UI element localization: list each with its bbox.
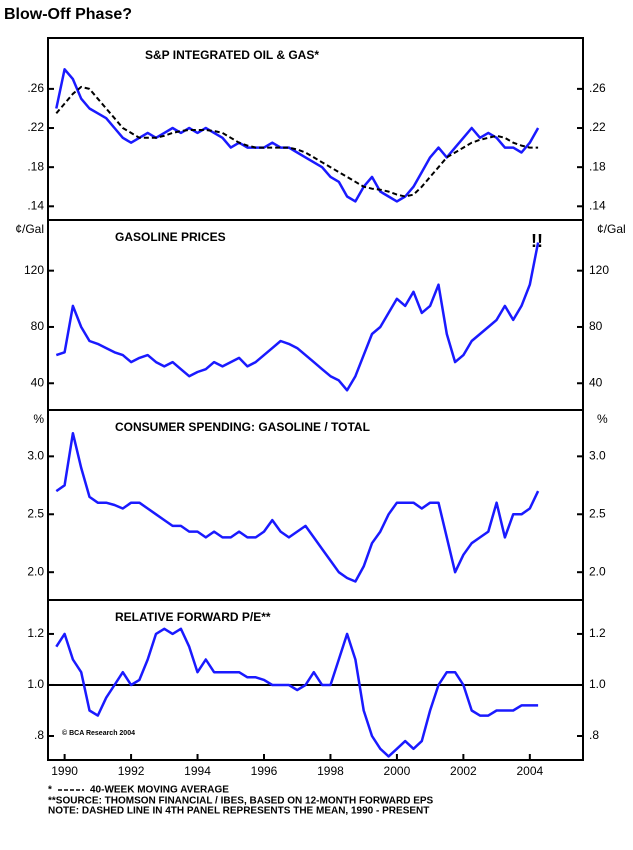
y-tick-label-right: .22 — [589, 120, 606, 134]
unit-label-right: % — [597, 412, 608, 426]
panel-title: RELATIVE FORWARD P/E** — [115, 610, 271, 624]
y-tick-label-right: 80 — [589, 319, 603, 333]
series-line — [55, 242, 540, 392]
series-line — [55, 431, 540, 583]
y-tick-label-right: 120 — [589, 263, 609, 277]
y-tick-label-right: 2.5 — [589, 506, 606, 520]
y-tick-label-right: .18 — [589, 159, 606, 173]
legend-label: 40-WEEK MOVING AVERAGE — [90, 785, 229, 796]
y-tick-label: 1.0 — [27, 677, 44, 691]
y-tick-label: 40 — [31, 375, 45, 389]
y-tick-label: 80 — [31, 319, 45, 333]
series-line — [55, 627, 539, 758]
x-tick-label: 2002 — [450, 764, 477, 778]
panel-frame — [47, 599, 584, 761]
y-tick-label: .22 — [27, 120, 44, 134]
y-tick-label: .8 — [34, 728, 44, 742]
footnote: **SOURCE: THOMSON FINANCIAL / IBES, BASE… — [48, 796, 434, 807]
x-tick-label: 2000 — [384, 764, 411, 778]
panel-title: S&P INTEGRATED OIL & GAS* — [145, 48, 319, 62]
x-tick-label: 1990 — [51, 764, 78, 778]
page-title: Blow-Off Phase? — [4, 6, 132, 23]
unit-label: % — [33, 412, 44, 426]
panel-title: GASOLINE PRICES — [115, 230, 226, 244]
y-tick-label: .18 — [27, 159, 44, 173]
y-tick-label: 1.2 — [27, 626, 44, 640]
y-tick-label-right: .26 — [589, 81, 606, 95]
unit-label: ¢/Gal — [15, 222, 44, 236]
unit-label-right: ¢/Gal — [597, 222, 626, 236]
y-tick-label: 2.0 — [27, 564, 44, 578]
x-tick-label: 1994 — [184, 764, 211, 778]
x-tick-label: 1998 — [317, 764, 344, 778]
y-tick-label-right: 3.0 — [589, 449, 606, 463]
copyright: © BCA Research 2004 — [62, 729, 135, 737]
y-tick-label: .26 — [27, 81, 44, 95]
y-tick-label-right: 2.0 — [589, 564, 606, 578]
footnote: NOTE: DASHED LINE IN 4TH PANEL REPRESENT… — [48, 806, 429, 817]
y-tick-label: 120 — [24, 263, 44, 277]
series-line — [55, 85, 539, 198]
panel-frame — [47, 219, 584, 411]
panel-title: CONSUMER SPENDING: GASOLINE / TOTAL — [115, 420, 370, 434]
series-line — [55, 68, 540, 203]
y-tick-label-right: 1.2 — [589, 626, 606, 640]
x-tick-label: 1992 — [118, 764, 145, 778]
x-tick-label: 1996 — [251, 764, 278, 778]
annotation: !! — [531, 231, 543, 251]
y-tick-label: 3.0 — [27, 449, 44, 463]
footnote-marker: * — [48, 785, 52, 796]
panel-frame — [47, 37, 584, 221]
y-tick-label-right: .14 — [589, 198, 606, 212]
x-tick-label: 2004 — [516, 764, 543, 778]
y-tick-label-right: 40 — [589, 375, 603, 389]
y-tick-label-right: 1.0 — [589, 677, 606, 691]
y-tick-label: 2.5 — [27, 506, 44, 520]
y-tick-label: .14 — [27, 198, 44, 212]
y-tick-label-right: .8 — [589, 728, 599, 742]
